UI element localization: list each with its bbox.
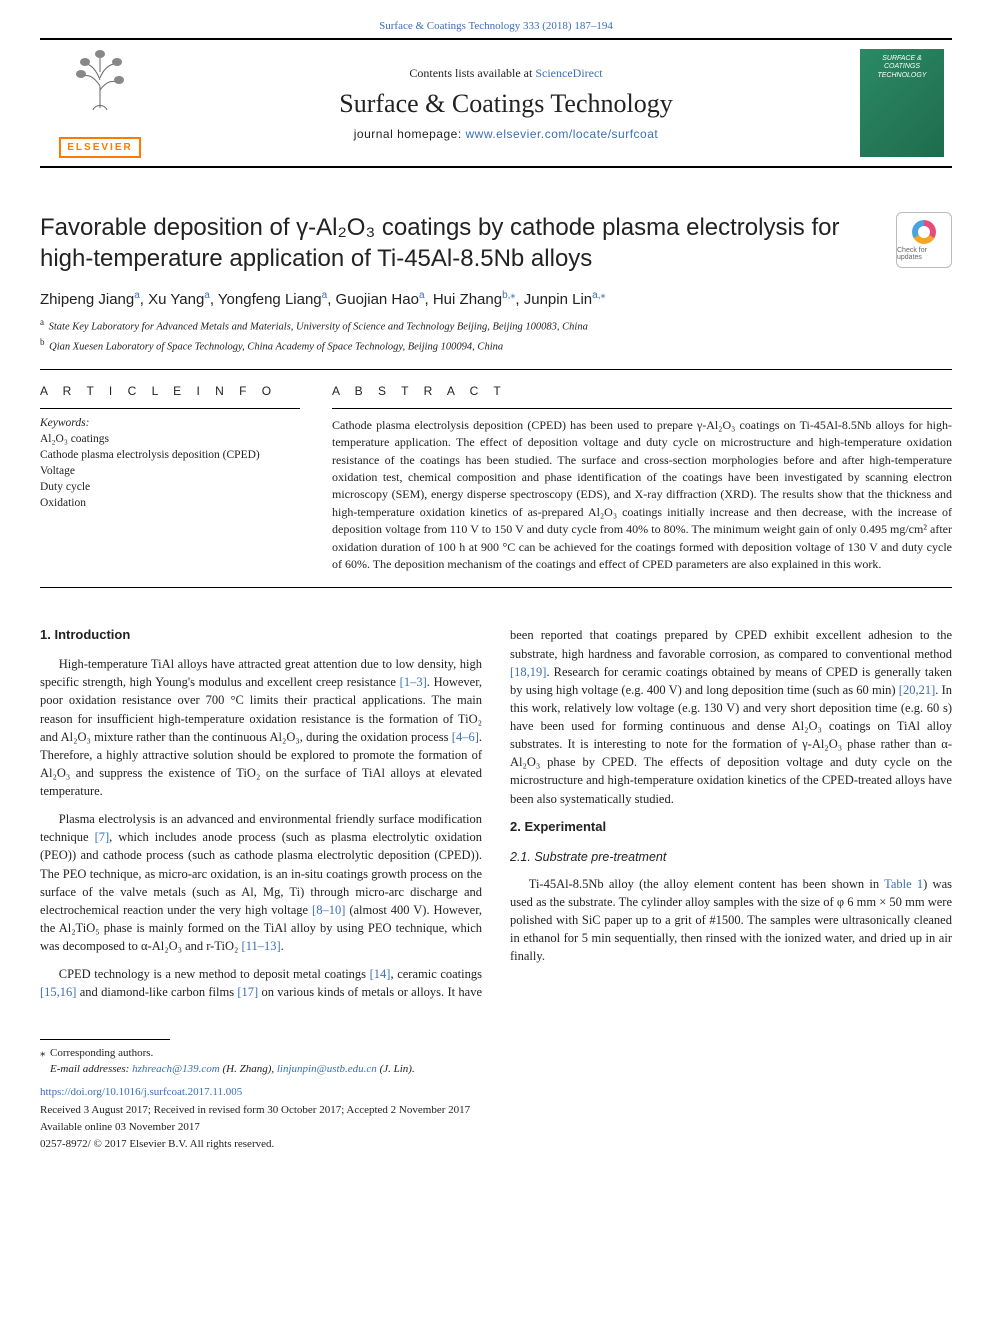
exp-para-1: Ti-45Al-8.5Nb alloy (the alloy element c… [510,875,952,966]
article-footer: Corresponding authors. E-mail addresses:… [40,1039,952,1152]
article-history: Received 3 August 2017; Received in revi… [40,1103,952,1118]
authors-line: Zhipeng Jianga, Xu Yanga, Yongfeng Liang… [40,290,952,308]
text-run: and diamond-like carbon films [76,985,237,999]
keywords-label: Keywords: [40,417,300,429]
contents-line: Contents lists available at ScienceDirec… [409,66,602,81]
citation-header: Surface & Coatings Technology 333 (2018)… [40,20,952,32]
abstract-head: A B S T R A C T [332,384,952,398]
ref-link[interactable]: [18,19] [510,665,546,679]
journal-cover-thumbnail: SURFACE & COATINGS TECHNOLOGY [860,49,944,157]
crossmark-label: Check for updates [897,247,951,261]
article-body: 1. Introduction High-temperature TiAl al… [40,626,952,1001]
keyword-item: Cathode plasma electrolysis deposition (… [40,447,300,463]
email-who-1: (H. Zhang), [220,1063,277,1075]
ref-link[interactable]: [7] [95,830,110,844]
ref-link[interactable]: [8–10] [312,903,345,917]
ref-link[interactable]: [11–13] [242,939,281,953]
journal-cover-block: SURFACE & COATINGS TECHNOLOGY [852,40,952,166]
email-label: E-mail addresses: [50,1063,132,1075]
text-run: CPED technology is a new method to depos… [59,967,370,981]
publisher-name: ELSEVIER [59,137,140,158]
abstract-column: A B S T R A C T Cathode plasma electroly… [332,384,952,574]
text-run: Ti-45Al-8.5Nb alloy (the alloy element c… [529,877,884,891]
citation-link[interactable]: Surface & Coatings Technology 333 (2018)… [379,20,613,32]
table-ref-link[interactable]: Table 1 [884,877,923,891]
section-2-1-head: 2.1. Substrate pre-treatment [510,848,952,866]
article-info-head: A R T I C L E I N F O [40,384,300,398]
contents-prefix: Contents lists available at [409,66,535,80]
affiliation-line: a State Key Laboratory for Advanced Meta… [40,316,952,335]
article-info-column: A R T I C L E I N F O Keywords: Al₂O₃ co… [40,384,300,574]
journal-name: Surface & Coatings Technology [339,89,672,119]
doi-link[interactable]: https://doi.org/10.1016/j.surfcoat.2017.… [40,1085,952,1100]
ref-link[interactable]: [4–6] [452,730,479,744]
affiliations: a State Key Laboratory for Advanced Meta… [40,316,952,355]
email-who-2: (J. Lin). [377,1063,415,1075]
ref-link[interactable]: [15,16] [40,985,76,999]
keyword-item: Oxidation [40,495,300,511]
homepage-line: journal homepage: www.elsevier.com/locat… [354,127,659,141]
article-title: Favorable deposition of γ-Al₂O₃ coatings… [40,212,880,274]
keyword-item: Al₂O₃ coatings [40,431,300,447]
text-run: . In this work, relatively low voltage (… [510,683,952,806]
email-link-1[interactable]: hzhreach@139.com [132,1063,220,1075]
ref-link[interactable]: [1–3] [400,675,427,689]
ref-link[interactable]: [17] [237,985,258,999]
crossmark-icon [912,220,936,244]
email-link-2[interactable]: linjunpin@ustb.edu.cn [277,1063,377,1075]
section-1-head: 1. Introduction [40,626,482,645]
keyword-item: Duty cycle [40,479,300,495]
text-run: . Research for ceramic coatings obtained… [510,665,952,697]
abstract-text: Cathode plasma electrolysis deposition (… [332,417,952,574]
text-run: , ceramic coatings [390,967,482,981]
ref-link[interactable]: [14] [370,967,391,981]
section-2-head: 2. Experimental [510,818,952,837]
sciencedirect-link[interactable]: ScienceDirect [535,66,602,80]
elsevier-tree-icon [65,48,135,118]
corresponding-note: Corresponding authors. [40,1046,952,1061]
masthead: ELSEVIER Contents lists available at Sci… [40,38,952,168]
ref-link[interactable]: [20,21] [899,683,935,697]
text-run: . [281,939,284,953]
email-line: E-mail addresses: hzhreach@139.com (H. Z… [40,1062,952,1077]
available-online: Available online 03 November 2017 [40,1120,952,1135]
homepage-prefix: journal homepage: [354,127,466,141]
homepage-link[interactable]: www.elsevier.com/locate/surfcoat [466,127,659,141]
intro-para-1: High-temperature TiAl alloys have attrac… [40,655,482,800]
keyword-item: Voltage [40,463,300,479]
cover-title-text: SURFACE & COATINGS TECHNOLOGY [866,55,938,80]
affiliation-line: b Qian Xuesen Laboratory of Space Techno… [40,336,952,355]
crossmark-badge[interactable]: Check for updates [896,212,952,268]
publisher-logo-block: ELSEVIER [40,40,160,166]
intro-para-2: Plasma electrolysis is an advanced and e… [40,810,482,955]
masthead-center: Contents lists available at ScienceDirec… [160,40,852,166]
copyright-line: 0257-8972/ © 2017 Elsevier B.V. All righ… [40,1137,952,1152]
